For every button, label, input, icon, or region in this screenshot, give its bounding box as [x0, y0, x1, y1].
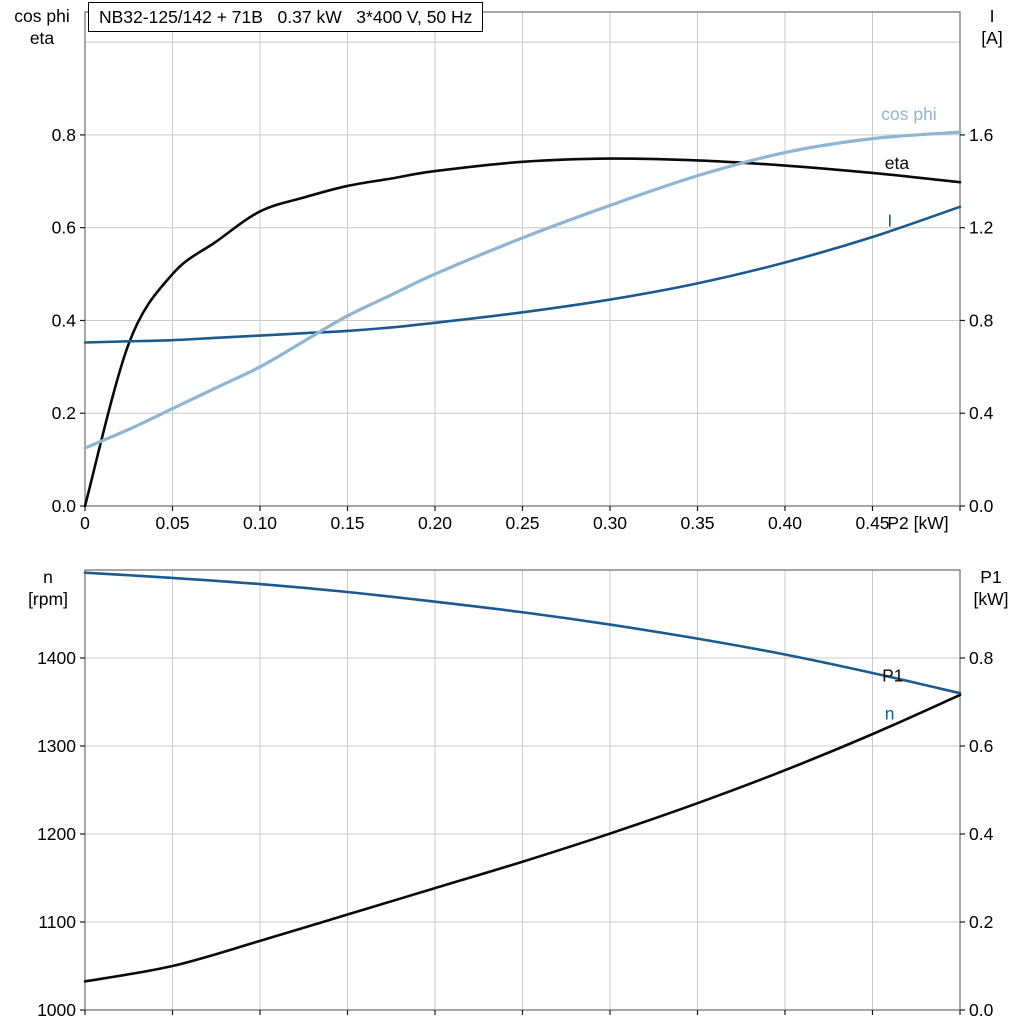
bottom-left-axis-label: n [rpm]	[10, 566, 86, 610]
axis-label-eta: eta	[29, 28, 55, 48]
bottom-right-axis-label: P1 [kW]	[962, 566, 1020, 610]
x-tick-label: 0.30	[593, 513, 627, 533]
x-tick-label: 0.35	[680, 513, 714, 533]
y-right-tick-label: 0.6	[969, 736, 993, 756]
axis-label-speed-unit: [rpm]	[28, 589, 68, 609]
curve-label-speed: n	[885, 703, 895, 723]
axis-label-p1-unit: [kW]	[973, 589, 1009, 609]
y-left-tick-label: 0.4	[52, 310, 77, 330]
y-left-tick-label: 0.2	[52, 403, 76, 423]
y-right-tick-label: 0.0	[969, 496, 994, 516]
y-left-tick-label: 0.6	[52, 218, 76, 238]
axis-label-speed: n	[43, 567, 53, 587]
y-right-tick-label: 0.8	[969, 310, 993, 330]
chart-title-box: NB32-125/142 + 71B 0.37 kW 3*400 V, 50 H…	[88, 2, 484, 32]
curve-label-cos_phi: cos phi	[881, 104, 936, 124]
axis-label-cos-phi: cos phi	[14, 6, 70, 26]
y-right-tick-label: 1.2	[969, 218, 993, 238]
curve-current	[83, 205, 962, 344]
top-right-axis-label: I [A]	[964, 5, 1020, 49]
x-tick-label: 0.05	[155, 513, 189, 533]
y-right-tick-label: 1.6	[969, 125, 993, 145]
x-tick-label: 0.10	[243, 513, 277, 533]
curve-cos_phi	[83, 130, 962, 450]
y-left-tick-label: 1000	[37, 1000, 76, 1020]
x-tick-label: 0.45	[855, 513, 889, 533]
y-right-tick-label: 0.0	[969, 1000, 994, 1020]
curve-label-current: I	[887, 211, 892, 231]
y-left-tick-label: 0.8	[52, 125, 76, 145]
axis-label-p1: P1	[980, 567, 1002, 587]
curve-eta	[83, 157, 962, 508]
x-tick-label: 0.40	[768, 513, 802, 533]
y-right-tick-label: 0.2	[969, 912, 993, 932]
y-right-tick-label: 0.8	[969, 648, 993, 668]
top-left-axis-label: cos phi eta	[2, 5, 82, 49]
y-left-tick-label: 1300	[37, 736, 76, 756]
y-right-tick-label: 0.4	[969, 403, 994, 423]
y-right-tick-label: 0.4	[969, 824, 994, 844]
curve-label-eta: eta	[885, 153, 910, 173]
x-tick-label: 0.25	[505, 513, 539, 533]
curve-p1	[83, 693, 962, 983]
y-left-tick-label: 0.0	[52, 496, 77, 516]
chart-title: NB32-125/142 + 71B 0.37 kW 3*400 V, 50 H…	[99, 6, 473, 27]
x-tick-label: 0.15	[330, 513, 364, 533]
curve-label-p1: P1	[882, 666, 903, 686]
x-axis-label: P2 [kW]	[887, 513, 948, 533]
x-tick-label: 0	[80, 513, 90, 533]
y-left-tick-label: 1400	[37, 648, 76, 668]
axis-label-current-unit: [A]	[981, 28, 1003, 48]
y-left-tick-label: 1200	[37, 824, 76, 844]
y-left-tick-label: 1100	[38, 912, 76, 932]
x-tick-label: 0.20	[418, 513, 452, 533]
curve-speed	[83, 571, 962, 695]
axis-label-current: I	[989, 6, 995, 26]
